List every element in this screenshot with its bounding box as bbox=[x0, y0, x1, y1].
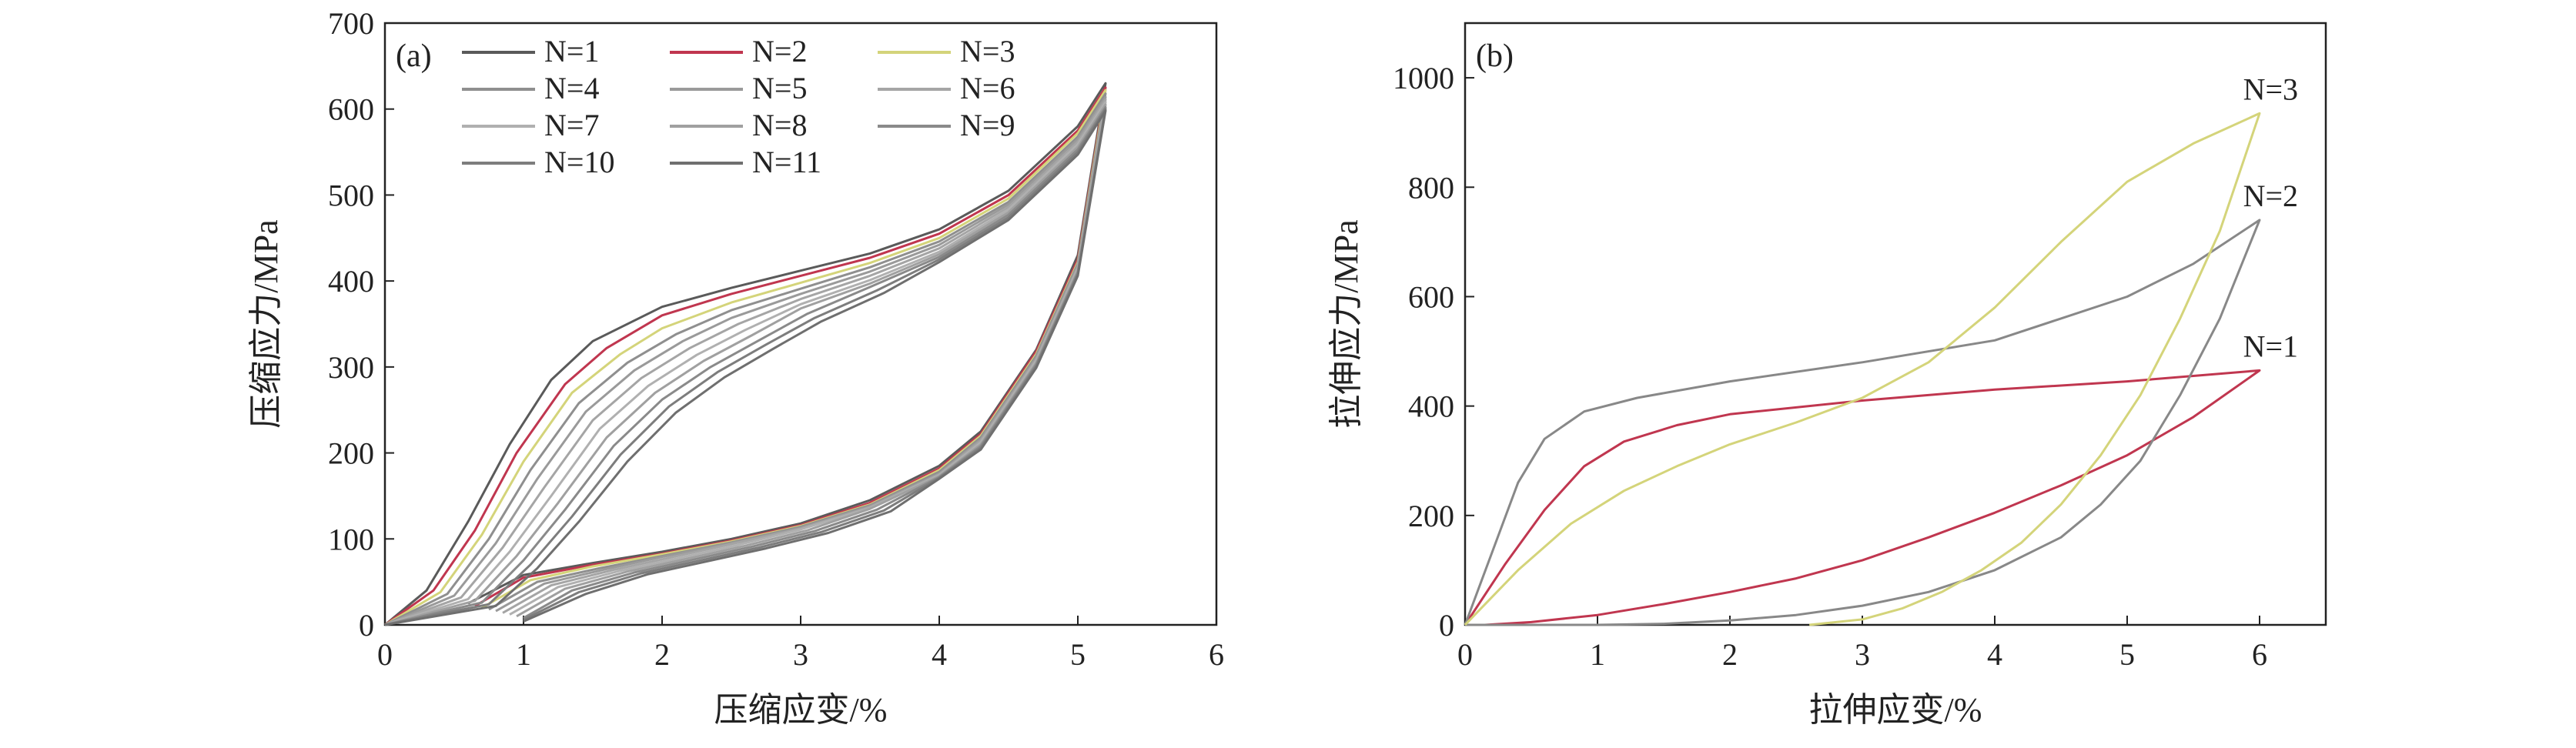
y-tick-label: 0 bbox=[359, 608, 374, 643]
y-tick-label: 500 bbox=[328, 178, 374, 212]
legend-label: N=4 bbox=[544, 71, 599, 105]
series-line-n-7 bbox=[384, 101, 1107, 626]
y-tick-label: 200 bbox=[328, 436, 374, 471]
panel-label: (a) bbox=[396, 38, 432, 74]
y-axis-title: 拉伸应力/MPa bbox=[1327, 219, 1365, 428]
panel-b-tension-chart: 0 1 2 3 4 5 6 0 200 400 600 800 1000 拉伸应变/% 拉伸应力/MPa (b… bbox=[1327, 22, 2327, 729]
y-tick-label: 1000 bbox=[1393, 61, 1454, 95]
y-tick-label: 700 bbox=[328, 6, 374, 41]
y-tick-label: 0 bbox=[1439, 608, 1454, 643]
x-tick-label: 1 bbox=[516, 637, 531, 672]
x-tick-label: 3 bbox=[793, 637, 808, 672]
y-tick-label: 800 bbox=[1408, 170, 1454, 205]
x-tick-label: 4 bbox=[1987, 637, 2002, 672]
series-line-n-1 bbox=[1464, 369, 2261, 626]
legend-label: N=11 bbox=[752, 145, 821, 179]
series-line-n-3 bbox=[1464, 112, 2261, 626]
series-line-n-11 bbox=[384, 109, 1107, 626]
legend-label: N=6 bbox=[960, 71, 1015, 105]
x-tick-label: 1 bbox=[1590, 637, 1605, 672]
legend-label: N=2 bbox=[752, 34, 807, 68]
x-tick-label: 3 bbox=[1855, 637, 1870, 672]
x-tick-label: 4 bbox=[932, 637, 947, 672]
legend-label: N=3 bbox=[960, 34, 1015, 68]
legend-label: N=7 bbox=[544, 108, 599, 142]
x-axis-title: 压缩应变/% bbox=[714, 691, 888, 729]
y-tick-label: 300 bbox=[328, 350, 374, 385]
legend-label: N=9 bbox=[960, 108, 1015, 142]
x-tick-label: 0 bbox=[377, 637, 393, 672]
panel-label: (b) bbox=[1476, 38, 1514, 74]
series-end-label: N=1 bbox=[2243, 329, 2298, 363]
series-line-n-10 bbox=[384, 108, 1107, 626]
legend-label: N=5 bbox=[752, 71, 807, 105]
y-tick-label: 600 bbox=[328, 92, 374, 127]
y-tick-label: 400 bbox=[328, 264, 374, 299]
x-tick-label: 2 bbox=[654, 637, 670, 672]
y-tick-label: 600 bbox=[1408, 279, 1454, 314]
y-tick-label: 200 bbox=[1408, 499, 1454, 533]
panel-a-compression-chart: 0 1 2 3 4 5 6 0 100 200 300 400 500 600 700 压缩应变/% 压缩应力/… bbox=[247, 6, 1224, 729]
legend-label: N=1 bbox=[544, 34, 599, 68]
series-line-n-1 bbox=[384, 82, 1107, 626]
series-end-label: N=2 bbox=[2243, 179, 2298, 213]
x-tick-label: 0 bbox=[1457, 637, 1473, 672]
x-tick-label: 5 bbox=[1070, 637, 1086, 672]
y-axis-title: 压缩应力/MPa bbox=[247, 219, 285, 428]
series-line-n-8 bbox=[384, 103, 1107, 626]
x-tick-label: 2 bbox=[1722, 637, 1738, 672]
series-line-n-6 bbox=[384, 98, 1107, 626]
series-end-label: N=3 bbox=[2243, 72, 2298, 106]
legend-label: N=10 bbox=[544, 145, 614, 179]
series-line-n-2 bbox=[1464, 219, 2261, 626]
x-tick-label: 6 bbox=[1209, 637, 1224, 672]
y-tick-label: 100 bbox=[328, 522, 374, 556]
y-tick-label: 400 bbox=[1408, 389, 1454, 424]
x-tick-label: 6 bbox=[2252, 637, 2267, 672]
x-tick-label: 5 bbox=[2119, 637, 2135, 672]
plot-frame bbox=[1464, 22, 2327, 626]
series-line-n-9 bbox=[384, 106, 1107, 626]
legend-label: N=8 bbox=[752, 108, 807, 142]
x-axis-title: 拉伸应变/% bbox=[1809, 691, 1982, 729]
